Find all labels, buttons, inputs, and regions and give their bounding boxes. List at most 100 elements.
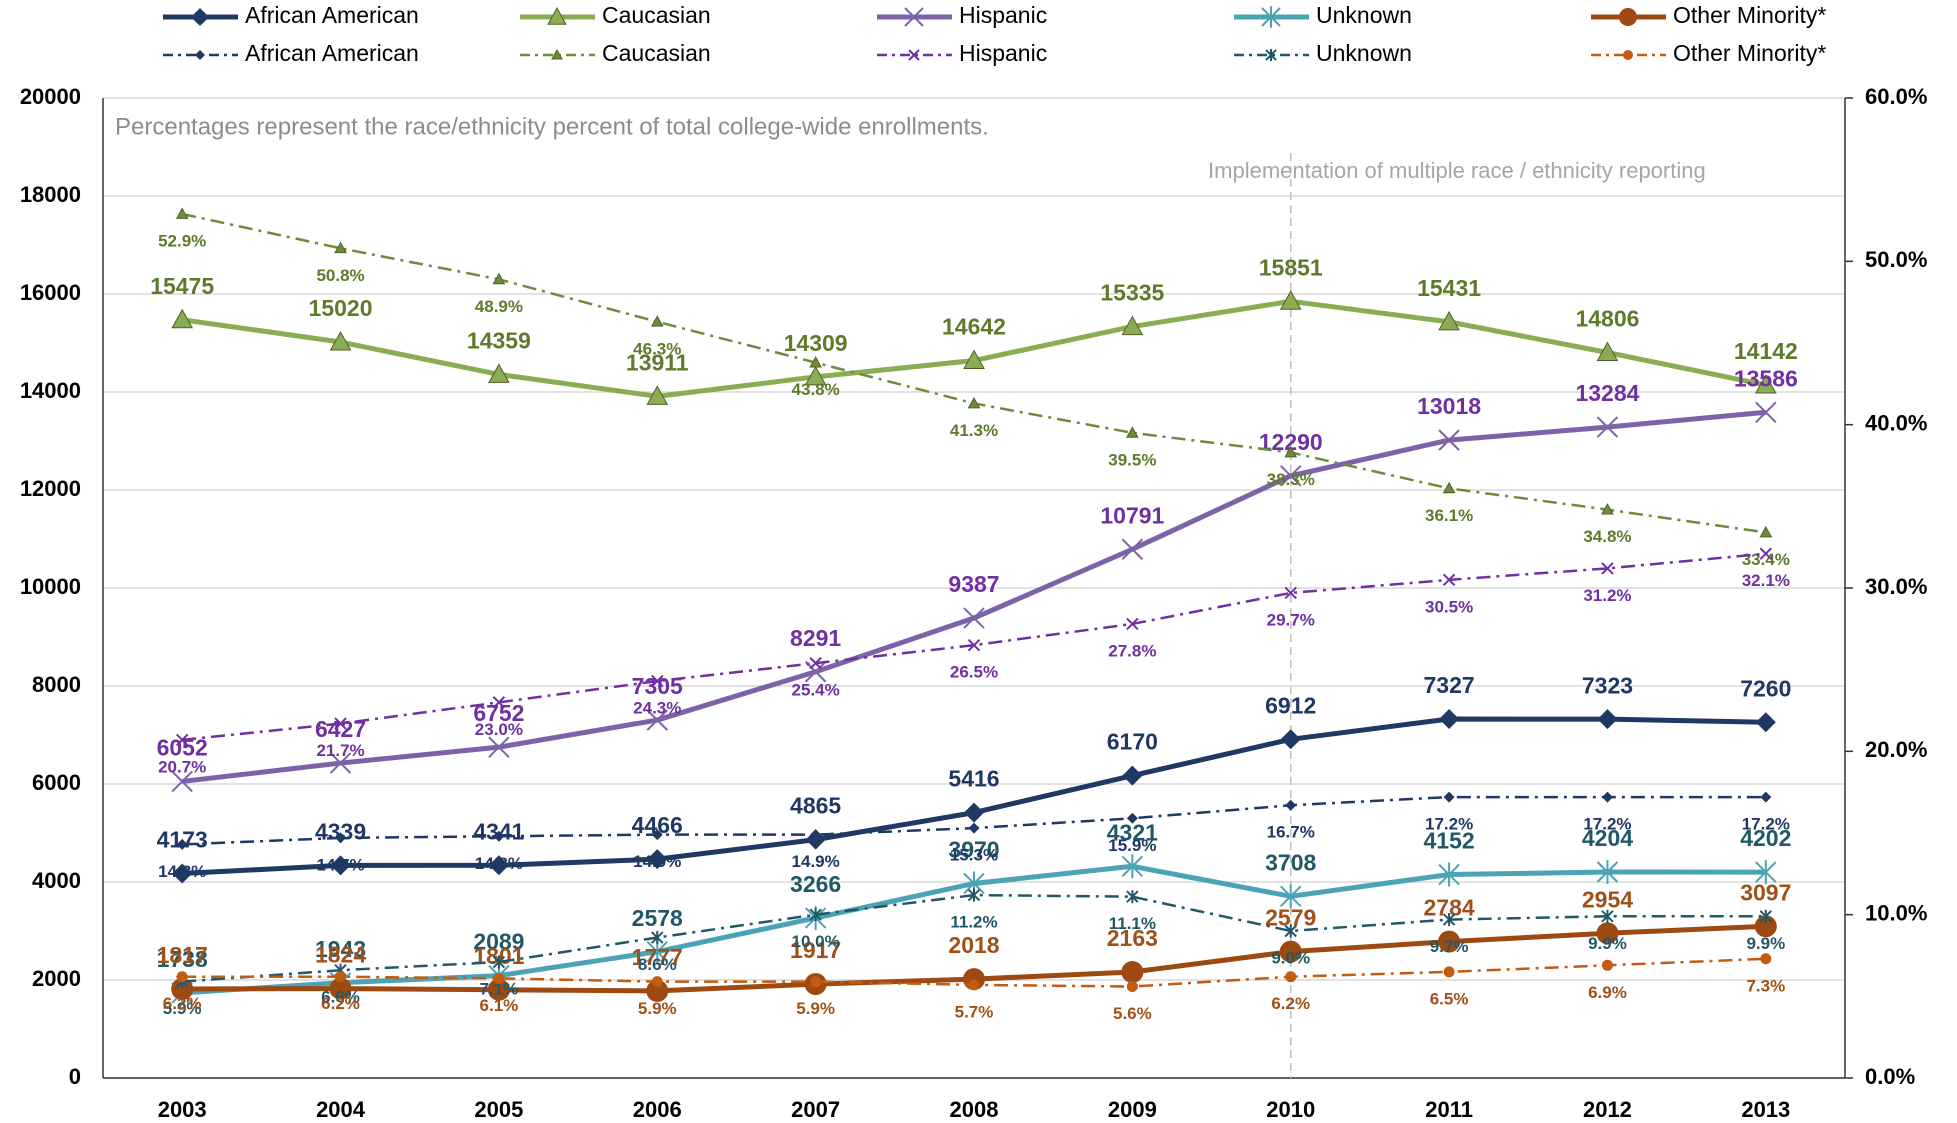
point-marker	[968, 822, 980, 834]
annotation: Percentages represent the race/ethnicity…	[115, 113, 989, 140]
point-marker	[488, 855, 509, 876]
data-label: 46.3%	[633, 339, 681, 358]
data-label: 6912	[1265, 692, 1316, 718]
point-marker	[1121, 854, 1144, 879]
data-label: 11.2%	[950, 913, 997, 932]
point-marker	[651, 829, 663, 841]
data-label: 13018	[1417, 393, 1481, 419]
y2-tick-label: 10.0%	[1865, 900, 1927, 925]
legend-label: African American	[245, 2, 419, 28]
point-marker	[1126, 890, 1139, 904]
data-label: 7327	[1424, 672, 1475, 698]
data-label: 5416	[948, 766, 999, 792]
legend-label: African American	[245, 40, 419, 66]
legend-marker	[904, 7, 924, 27]
point-marker	[646, 385, 669, 405]
data-label: 41.3%	[950, 421, 998, 440]
point-marker	[1438, 862, 1460, 887]
point-marker	[1285, 799, 1297, 811]
x-tick-label: 2013	[1741, 1097, 1790, 1122]
point-marker	[1760, 791, 1772, 803]
y-tick-label: 12000	[20, 476, 81, 501]
data-label: 13284	[1575, 380, 1639, 406]
data-label: 4152	[1424, 828, 1475, 854]
point-marker	[1601, 909, 1614, 923]
data-label: 11.1%	[1109, 914, 1156, 933]
data-label: 15020	[309, 295, 373, 321]
data-label: 1817	[157, 942, 208, 968]
point-marker	[1438, 310, 1460, 331]
y-tick-label: 6000	[32, 770, 81, 795]
x-tick-label: 2009	[1108, 1097, 1157, 1122]
data-label: 13911	[626, 349, 689, 375]
point-marker	[1759, 525, 1773, 538]
point-marker	[1755, 860, 1777, 885]
data-label: 16.7%	[1267, 823, 1315, 842]
data-label: 7323	[1582, 672, 1633, 698]
data-label: 6.9%	[1588, 983, 1627, 1002]
data-label: 7305	[632, 673, 683, 699]
data-label: 9.9%	[1746, 934, 1785, 953]
data-label: 6.6%	[321, 988, 360, 1007]
point-marker	[809, 356, 822, 368]
data-label: 33.4%	[1742, 550, 1790, 569]
point-marker	[1442, 912, 1456, 927]
point-marker	[175, 733, 189, 747]
legend-marker	[191, 8, 209, 26]
y2-tick-label: 40.0%	[1865, 410, 1927, 435]
data-label: 4204	[1582, 825, 1633, 851]
point-marker	[650, 315, 664, 327]
series-line	[182, 893, 1766, 983]
point-marker	[1126, 812, 1138, 824]
point-marker	[1280, 465, 1302, 487]
data-label: 2954	[1582, 886, 1633, 912]
data-label: 4865	[790, 793, 841, 819]
series-line	[182, 552, 1766, 742]
point-marker	[1443, 966, 1455, 978]
point-marker	[1126, 617, 1139, 631]
point-marker	[488, 736, 510, 758]
legend-label: Hispanic	[959, 2, 1047, 28]
point-marker	[1601, 503, 1614, 515]
data-label: 23.0%	[475, 720, 523, 739]
data-label: 6.1%	[480, 996, 519, 1015]
data-label: 8291	[790, 625, 841, 651]
point-marker	[963, 349, 985, 370]
point-marker	[1601, 791, 1613, 803]
data-label: 25.4%	[792, 681, 840, 700]
point-marker	[493, 830, 505, 842]
point-marker	[651, 930, 664, 945]
data-label: 3970	[948, 837, 999, 863]
point-marker	[493, 972, 505, 984]
data-label: 15.9%	[1108, 836, 1156, 855]
data-label: 6170	[1107, 729, 1158, 755]
x-tick-label: 2012	[1583, 1097, 1632, 1122]
data-label: 14309	[784, 330, 848, 356]
point-marker	[1596, 341, 1619, 362]
data-label: 38.3%	[1267, 470, 1315, 489]
data-label: 1738	[157, 946, 208, 972]
legend-marker	[547, 6, 567, 25]
point-marker	[1759, 909, 1773, 923]
data-label: 52.9%	[158, 231, 206, 250]
point-marker	[964, 802, 984, 823]
point-marker	[646, 709, 668, 731]
point-marker	[171, 770, 193, 793]
data-label: 7260	[1740, 675, 1791, 701]
data-label: 14.9%	[633, 852, 681, 871]
x-tick-label: 2010	[1266, 1097, 1315, 1122]
legend-marker	[1265, 49, 1277, 61]
data-label: 6.5%	[1430, 989, 1469, 1008]
legend-label: Unknown	[1316, 2, 1412, 28]
point-marker	[172, 863, 193, 884]
data-label: 17.2%	[1742, 815, 1790, 834]
data-label: 7.1%	[480, 980, 519, 999]
x-tick-label: 2004	[316, 1097, 366, 1122]
legend-label: Caucasian	[602, 40, 711, 66]
data-label: 20.7%	[158, 757, 206, 776]
legend-label: Other Minority*	[1673, 2, 1826, 28]
point-marker	[1759, 547, 1773, 560]
y-tick-label: 2000	[32, 966, 81, 991]
data-label: 5.9%	[638, 999, 677, 1018]
